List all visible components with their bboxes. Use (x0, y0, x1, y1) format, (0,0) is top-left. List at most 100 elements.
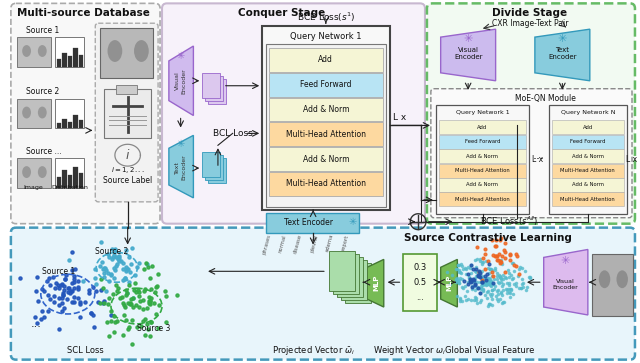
Point (504, 270, 515, 276)
Point (125, 269, 136, 275)
Point (457, 264, 467, 269)
Ellipse shape (38, 45, 47, 57)
Point (118, 277, 129, 283)
Text: BCE Loss$(s^{All})$: BCE Loss$(s^{All})$ (480, 215, 538, 228)
Point (466, 278, 476, 284)
Point (54, 302, 65, 308)
Point (525, 275, 535, 281)
Text: Feed Forward: Feed Forward (465, 139, 500, 144)
Text: CXR Image-Text Pair: CXR Image-Text Pair (492, 19, 568, 28)
Point (31, 320, 42, 326)
Point (482, 279, 492, 285)
Point (57, 300, 67, 306)
Text: Source ...: Source ... (26, 147, 61, 156)
Point (480, 280, 490, 286)
Point (478, 282, 488, 288)
Point (120, 287, 131, 293)
Text: Visual
Encoder: Visual Encoder (552, 279, 578, 290)
Point (138, 318, 148, 324)
Point (153, 325, 163, 331)
Point (495, 296, 506, 302)
FancyBboxPatch shape (95, 23, 158, 202)
Point (481, 289, 492, 295)
Point (500, 275, 511, 281)
Text: $i=1,2...$: $i=1,2...$ (111, 165, 145, 175)
Text: Text Encoder: Text Encoder (284, 218, 333, 227)
Point (478, 256, 488, 261)
Point (484, 301, 494, 307)
Point (49, 293, 59, 299)
Point (495, 274, 506, 280)
Point (497, 283, 508, 289)
Point (481, 280, 492, 285)
Point (492, 296, 502, 302)
Point (69, 276, 79, 282)
Point (494, 280, 504, 286)
Point (117, 294, 127, 300)
Point (495, 260, 506, 265)
Point (454, 277, 464, 283)
Point (138, 297, 148, 302)
Point (485, 278, 495, 284)
Text: Multi-Head Attention: Multi-Head Attention (455, 168, 509, 173)
Point (122, 266, 132, 272)
Bar (438, 192, 526, 206)
Point (483, 279, 493, 285)
Ellipse shape (616, 270, 628, 288)
Point (60, 305, 70, 311)
Text: MLP: MLP (447, 275, 452, 291)
Ellipse shape (22, 45, 31, 57)
Point (504, 257, 515, 263)
Point (125, 301, 135, 307)
Point (466, 262, 476, 268)
Point (60, 276, 70, 281)
Point (493, 273, 504, 278)
Point (474, 273, 484, 279)
Point (67, 289, 77, 294)
Point (502, 280, 513, 286)
Point (477, 279, 487, 285)
Point (485, 266, 495, 272)
Point (470, 294, 481, 300)
Point (476, 270, 486, 276)
Point (511, 263, 521, 269)
Point (488, 273, 499, 279)
Text: ✳: ✳ (177, 139, 185, 149)
Point (496, 276, 506, 282)
Point (129, 287, 139, 293)
Point (506, 287, 516, 293)
Point (490, 267, 500, 273)
Point (487, 269, 497, 275)
Ellipse shape (38, 166, 47, 178)
Bar (55, 37, 84, 67)
Text: Conquer Stage: Conquer Stage (238, 8, 325, 18)
Point (118, 266, 129, 272)
Point (477, 280, 488, 286)
Point (479, 275, 490, 281)
Point (483, 277, 493, 283)
Point (104, 278, 114, 284)
Point (132, 324, 143, 330)
Point (474, 269, 484, 275)
Point (473, 273, 483, 279)
Bar (269, 48, 383, 72)
Bar (438, 164, 526, 178)
Point (470, 269, 480, 274)
Point (107, 256, 117, 262)
Point (465, 265, 475, 271)
Point (128, 295, 138, 301)
Point (521, 287, 531, 293)
Point (455, 295, 465, 301)
Point (492, 257, 502, 263)
Point (140, 332, 150, 338)
Point (492, 276, 502, 282)
Text: ✳: ✳ (177, 51, 185, 61)
Text: MLP: MLP (373, 275, 379, 291)
Point (491, 253, 501, 259)
Point (508, 291, 518, 297)
Bar (552, 135, 624, 149)
Point (483, 280, 493, 286)
Point (493, 287, 504, 293)
FancyBboxPatch shape (11, 3, 160, 224)
Point (475, 256, 485, 261)
